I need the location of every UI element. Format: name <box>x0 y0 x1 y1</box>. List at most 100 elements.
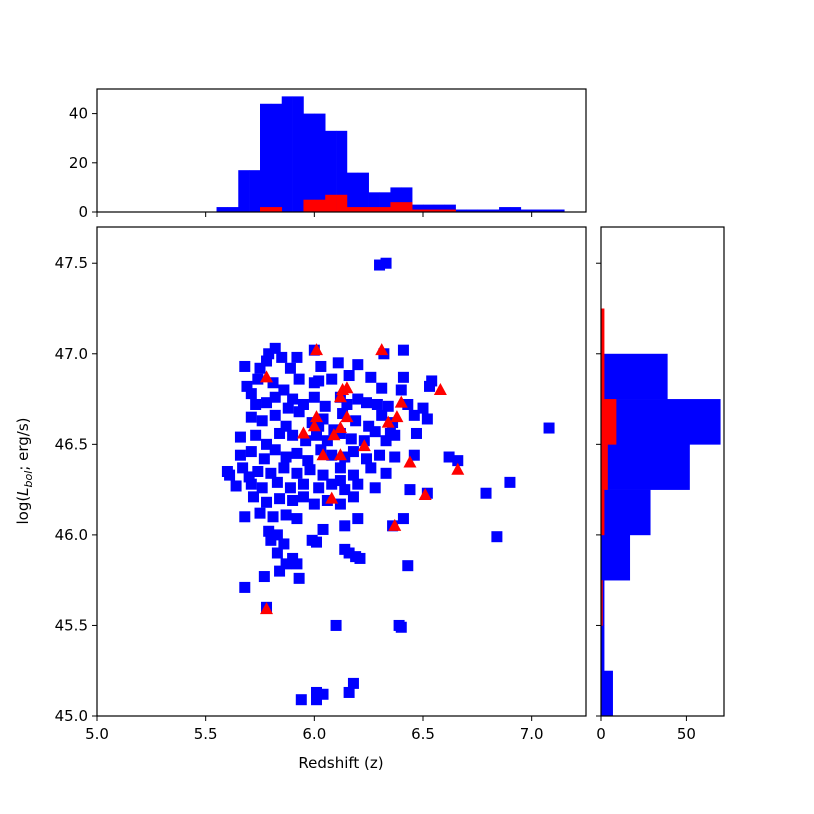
scatter-point-square <box>297 398 309 410</box>
scatter-point-triangle <box>333 448 347 461</box>
y-tick-label: 45.0 <box>55 707 88 725</box>
scatter-point-triangle <box>325 491 339 504</box>
y-tick-label: 46.5 <box>55 435 88 453</box>
top-histogram-bar-blue <box>531 209 543 212</box>
scatter-point-square <box>224 469 236 481</box>
scatter-point-square <box>417 402 429 414</box>
scatter-point-square <box>254 362 266 374</box>
right-histogram-bar-blue <box>601 444 690 490</box>
top-histogram-bar-red <box>390 202 402 212</box>
scatter-point-triangle <box>260 370 274 383</box>
scatter-point-square <box>334 498 346 510</box>
scatter-point-square <box>311 536 323 548</box>
scatter-point-square <box>408 409 420 421</box>
scatter-point-square <box>261 496 273 508</box>
top-histogram-bar-red <box>336 194 348 212</box>
scatter-point-square <box>350 415 362 427</box>
scatter-point-square <box>313 375 325 387</box>
top-histogram-bar-blue <box>227 207 239 212</box>
top-histogram-bar-red <box>401 202 413 212</box>
x-tick-label: 6.5 <box>411 725 435 743</box>
scatter-point-square <box>234 431 246 443</box>
scatter-point-triangle <box>333 390 347 403</box>
scatter-point-square <box>263 348 275 360</box>
scatter-point-square <box>302 455 314 467</box>
top-histogram-bar-blue <box>336 130 348 212</box>
y-tick-label: 46.0 <box>55 526 88 544</box>
scatter-point-square <box>291 467 303 479</box>
scatter-point-square <box>280 420 292 432</box>
scatter-point-square <box>408 449 420 461</box>
scatter-point-square <box>395 621 407 633</box>
scatter-point-square <box>293 406 305 418</box>
scatter-point-square <box>245 411 257 423</box>
scatter-point-square <box>480 487 492 499</box>
top-histogram-bar-red <box>412 209 424 212</box>
scatter-point-square <box>395 384 407 396</box>
scatter-point-square <box>265 534 277 546</box>
scatter-point-square <box>300 435 312 447</box>
top-histogram-bar-blue <box>314 113 326 212</box>
top-histogram-bar-blue <box>455 209 467 212</box>
scatter-point-square <box>250 429 262 441</box>
scatter-point-square <box>293 572 305 584</box>
top-histogram-y-tick-label: 20 <box>69 154 88 172</box>
right-histogram-bar-red <box>601 580 603 626</box>
y-axis-label-prefix: log( <box>14 496 32 525</box>
right-histogram-x-tick-label: 0 <box>596 725 606 743</box>
right-histogram-panel: 0 50 <box>596 226 725 743</box>
scatter-point-square <box>284 482 296 494</box>
y-tick-label: 47.5 <box>55 254 88 272</box>
right-histogram-bar-blue <box>601 580 605 626</box>
scatter-point-square <box>271 476 283 488</box>
top-histogram-bar-blue <box>390 187 402 212</box>
top-histogram-bar-red <box>423 209 435 212</box>
scatter-point-square <box>252 466 264 477</box>
scatter-point-square <box>243 471 255 483</box>
x-axis-label: Redshift (z) <box>298 754 383 772</box>
scatter-point-square <box>384 427 396 439</box>
x-tick-label: 5.5 <box>194 725 218 743</box>
scatter-point-square <box>376 382 388 394</box>
scatter-point-triangle <box>433 383 447 395</box>
scatter-point-square <box>317 688 329 700</box>
scatter-point-square <box>267 511 279 523</box>
top-histogram-bar-red <box>260 207 272 212</box>
scatter-point-square <box>543 422 555 434</box>
scatter-point-square <box>239 581 251 593</box>
scatter-point-square <box>261 438 273 450</box>
scatter-point-square <box>365 462 377 474</box>
top-histogram-bar-red <box>314 199 326 212</box>
top-histogram-frame <box>96 88 587 213</box>
top-histogram-bar-red <box>379 207 391 212</box>
scatter-point-square <box>311 694 323 706</box>
top-histogram-ticks: 0 20 40 <box>69 105 533 221</box>
scatter-point-triangle <box>260 602 274 615</box>
scatter-point-square <box>261 355 273 367</box>
top-histogram-bar-blue <box>249 170 261 212</box>
scatter-point-triangle <box>451 462 465 475</box>
scatter-point-square <box>352 513 364 525</box>
scatter-point-square <box>280 558 292 570</box>
scatter-point-square <box>380 257 392 269</box>
scatter-point-square <box>321 435 333 447</box>
top-histogram-bar-red <box>444 209 456 212</box>
scatter-point-square <box>343 370 355 382</box>
scatter-point-square <box>267 377 279 389</box>
scatter-point-square <box>363 420 375 432</box>
scatter-point-square <box>313 482 325 494</box>
top-histogram-bar-blue <box>412 204 424 212</box>
scatter-point-square <box>397 371 409 383</box>
top-histogram-bar-blue <box>509 207 522 212</box>
scatter-point-square <box>352 359 364 371</box>
top-histogram-bar-blue <box>433 204 446 212</box>
scatter-point-triangle <box>403 455 417 468</box>
scatter-point-square <box>269 391 281 403</box>
scatter-point-square <box>404 484 416 496</box>
top-histogram-bar-blue <box>520 209 532 212</box>
scatter-point-square <box>491 531 503 543</box>
top-histogram-bar-blue <box>357 172 369 212</box>
top-histogram-bar-red <box>325 194 337 212</box>
scatter-point-square <box>369 482 381 494</box>
top-histogram-bar-blue <box>553 209 565 212</box>
